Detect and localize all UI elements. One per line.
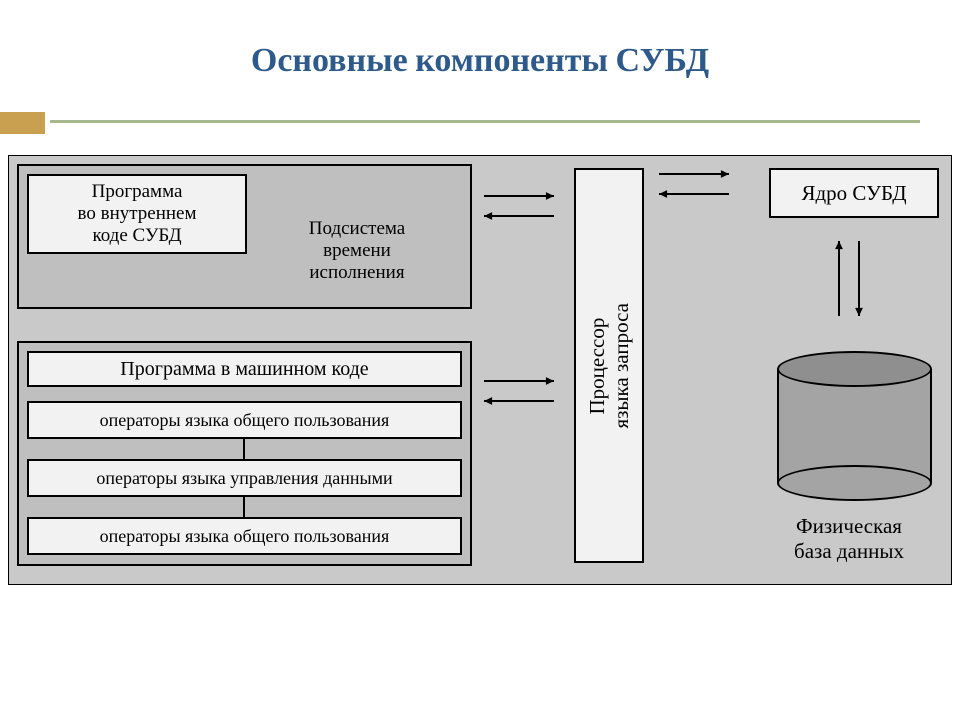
accent-bar bbox=[0, 112, 45, 134]
program-internal-code-box: Программаво внутреннемкоде СУБД bbox=[27, 174, 247, 254]
database-label: Физическаябаза данных bbox=[749, 514, 949, 564]
slide-title: Основные компоненты СУБД bbox=[0, 40, 960, 80]
title-divider bbox=[50, 120, 920, 123]
dbms-core-box: Ядро СУБД bbox=[769, 168, 939, 218]
subsystem-label: Подсистемавремениисполнения bbox=[257, 216, 457, 286]
operator-row-3: операторы языка общего пользования bbox=[27, 517, 462, 555]
slide: Основные компоненты СУБД Программаво вну… bbox=[0, 0, 960, 720]
diagram-canvas: Программаво внутреннемкоде СУБД Подсисте… bbox=[8, 155, 952, 585]
operator-row-1: операторы языка общего пользования bbox=[27, 401, 462, 439]
query-processor-box: Процессорязыка запроса bbox=[574, 168, 644, 563]
operator-row-2: операторы языка управления данными bbox=[27, 459, 462, 497]
query-processor-label: Процессорязыка запроса bbox=[585, 303, 633, 429]
machine-code-title: Программа в машинном коде bbox=[27, 351, 462, 387]
database-cylinder-icon bbox=[777, 351, 932, 501]
